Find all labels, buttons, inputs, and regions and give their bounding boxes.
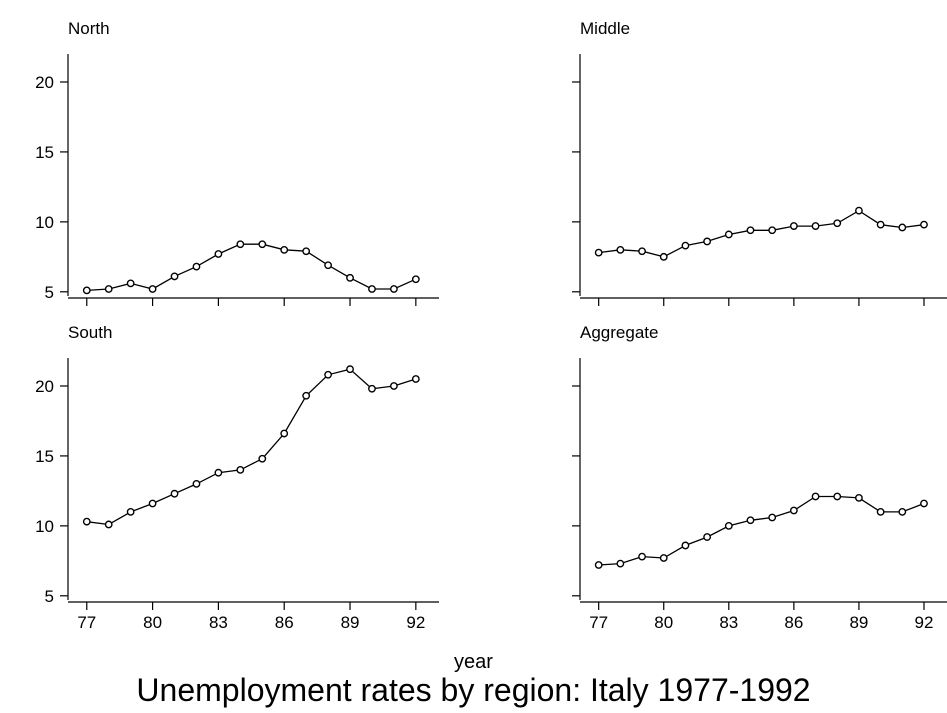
data-point <box>192 262 201 271</box>
data-point <box>898 507 907 516</box>
data-point <box>280 429 289 438</box>
series-line <box>598 495 925 566</box>
data-point <box>855 206 863 215</box>
data-point <box>594 561 603 569</box>
data-point <box>833 219 842 228</box>
x-tick-label: 92 <box>915 613 934 632</box>
data-point <box>148 499 157 508</box>
y-tick-label: 10 <box>35 517 54 536</box>
data-point <box>638 552 646 561</box>
data-point <box>411 375 420 383</box>
y-tick-label: 5 <box>45 587 54 606</box>
panel-aggregate: Aggregate 77 80 83 86 89 92 <box>572 323 947 632</box>
data-point <box>236 466 245 474</box>
panel-north: North 5 10 15 20 <box>35 19 439 306</box>
x-tick-label: 86 <box>784 613 803 632</box>
data-point <box>789 506 798 515</box>
panel-title: North <box>68 19 110 38</box>
y-tick-label: 20 <box>35 377 54 396</box>
data-point <box>768 226 777 235</box>
panel-title: South <box>68 323 112 342</box>
data-point <box>811 222 820 230</box>
data-point <box>82 517 91 526</box>
x-tick-label: 89 <box>849 613 868 632</box>
chart-title: Unemployment rates by region: Italy 1977… <box>136 672 811 708</box>
x-tick-label: 77 <box>589 613 608 632</box>
data-point <box>746 516 755 525</box>
x-tick-label: 77 <box>77 613 96 632</box>
data-point <box>855 493 863 502</box>
data-point <box>920 220 928 229</box>
data-point <box>616 245 625 254</box>
data-point <box>920 499 928 508</box>
y-tick-label: 15 <box>35 447 54 466</box>
data-point <box>346 365 354 374</box>
series-line <box>86 243 417 292</box>
data-point <box>104 285 113 293</box>
data-point <box>724 521 733 530</box>
x-axis-label: year <box>454 651 493 673</box>
panel-south: South 5 10 15 20 77 80 83 86 89 92 <box>35 323 439 632</box>
data-point <box>638 247 646 256</box>
data-point <box>126 279 135 288</box>
data-point <box>389 285 398 293</box>
data-point <box>170 272 179 281</box>
data-point <box>170 489 179 498</box>
y-tick-label: 10 <box>35 213 54 232</box>
data-point <box>389 382 398 390</box>
x-tick-label: 89 <box>341 613 360 632</box>
x-tick-label: 83 <box>719 613 738 632</box>
series-line <box>598 209 925 258</box>
data-point <box>192 479 201 488</box>
data-point <box>703 237 712 246</box>
data-point <box>833 492 842 501</box>
data-point <box>594 248 603 257</box>
data-point <box>368 285 376 293</box>
data-point <box>82 286 91 295</box>
data-point <box>681 241 690 250</box>
data-point <box>411 275 420 284</box>
data-point <box>768 513 777 522</box>
data-point <box>368 384 376 393</box>
data-point <box>659 252 668 261</box>
data-point <box>324 261 332 270</box>
y-tick-label: 15 <box>35 143 54 162</box>
panel-title: Aggregate <box>580 323 658 342</box>
data-point <box>616 559 625 568</box>
data-point <box>659 554 668 562</box>
data-point <box>214 468 223 477</box>
panel-middle: Middle <box>572 19 947 306</box>
data-point <box>789 222 798 230</box>
data-point <box>876 507 885 516</box>
data-point <box>148 285 157 293</box>
data-point <box>236 240 245 249</box>
data-point <box>126 507 135 516</box>
data-point <box>811 492 820 501</box>
y-tick-label: 5 <box>45 283 54 302</box>
x-tick-label: 86 <box>275 613 294 632</box>
series-line <box>86 368 416 526</box>
data-point <box>724 230 733 239</box>
data-point <box>258 454 267 463</box>
data-point <box>280 245 289 254</box>
data-point <box>302 391 311 400</box>
x-tick-label: 80 <box>143 613 162 632</box>
data-point <box>324 370 332 379</box>
data-point <box>746 226 755 235</box>
x-tick-label: 83 <box>209 613 228 632</box>
data-point <box>681 541 690 550</box>
x-tick-label: 80 <box>654 613 673 632</box>
data-point <box>214 250 223 258</box>
y-tick-label: 20 <box>35 73 54 92</box>
data-point <box>258 240 267 249</box>
data-point <box>876 220 885 229</box>
data-point <box>104 520 113 529</box>
data-point <box>302 247 311 256</box>
data-point <box>703 533 712 541</box>
x-tick-label: 92 <box>406 613 425 632</box>
data-point <box>898 223 907 232</box>
data-point <box>346 273 354 282</box>
panel-title: Middle <box>580 19 630 38</box>
